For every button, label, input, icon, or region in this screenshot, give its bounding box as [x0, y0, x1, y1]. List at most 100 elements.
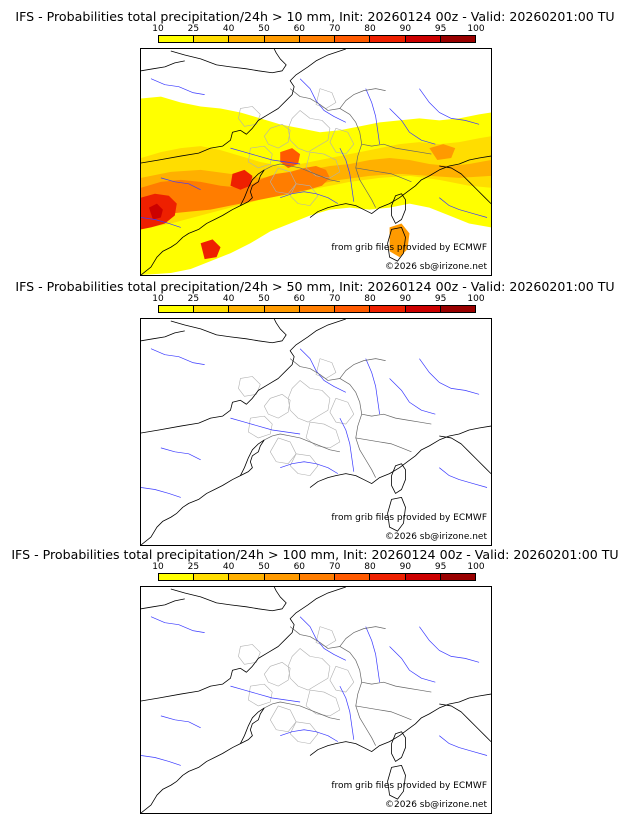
- tick-label: 60: [293, 294, 306, 304]
- precip-map: from grib files provided by ECMWF ©2026 …: [140, 586, 492, 814]
- colorbar-segment: [370, 574, 406, 580]
- france-map-svg: [141, 587, 491, 813]
- tick-label: 40: [222, 562, 235, 572]
- coastline: [240, 707, 265, 744]
- panel-50mm: IFS - Probabilities total precipitation/…: [0, 270, 630, 546]
- coastline: [141, 439, 265, 545]
- coastline: [309, 425, 491, 488]
- france-map-svg: [141, 319, 491, 545]
- river: [280, 461, 339, 474]
- panel-title: IFS - Probabilities total precipitation/…: [11, 547, 619, 562]
- river: [141, 487, 181, 498]
- river: [439, 735, 488, 756]
- credit-copyright: ©2026 sb@irizone.net: [385, 262, 487, 272]
- country-border: [355, 437, 412, 453]
- tick-label: 80: [364, 294, 376, 304]
- coastline: [141, 707, 265, 813]
- country-border: [355, 167, 412, 183]
- river: [141, 755, 181, 766]
- colorbar: [158, 305, 476, 313]
- river: [150, 78, 205, 95]
- credit-copyright: ©2026 sb@irizone.net: [385, 532, 487, 542]
- tick-label: 50: [258, 294, 270, 304]
- coastline: [240, 439, 265, 476]
- colorbar-segment: [370, 306, 406, 312]
- colorbar-segment: [194, 36, 230, 42]
- precip-area: [141, 165, 330, 216]
- country-border: [361, 681, 432, 693]
- coastline: [439, 165, 491, 204]
- tick-label: 50: [258, 24, 270, 34]
- tick-label: 10: [152, 562, 164, 572]
- country-border: [339, 88, 386, 109]
- colorbar-ticks: 10 25 40 50 60 70 80 90 95 100: [152, 24, 484, 35]
- river: [280, 191, 339, 204]
- river: [439, 467, 488, 488]
- tick-label: 95: [434, 24, 447, 34]
- admin-boundary: [329, 398, 355, 425]
- tick-label: 50: [258, 562, 270, 572]
- country-border: [361, 143, 432, 155]
- colorbar-segment: [405, 574, 441, 580]
- river: [419, 88, 480, 125]
- admin-boundary: [287, 110, 331, 153]
- river: [339, 417, 355, 472]
- river: [160, 447, 201, 461]
- tick-label: 80: [364, 562, 376, 572]
- coastline: [170, 587, 287, 612]
- tick-label: 10: [152, 24, 164, 34]
- colorbar-ticks: 10 25 40 50 60 70 80 90 95 100: [152, 562, 484, 573]
- admin-boundary: [248, 415, 273, 439]
- admin-boundary: [305, 421, 341, 449]
- coastline: [141, 60, 185, 72]
- river: [389, 378, 436, 415]
- tick-label: 60: [293, 562, 306, 572]
- admin-boundary: [305, 151, 341, 179]
- colorbar-segment: [229, 574, 265, 580]
- colorbar-ticks: 10 25 40 50 60 70 80 90 95 100: [152, 294, 484, 305]
- colorbar-segment: [229, 36, 265, 42]
- admin-boundary: [315, 358, 337, 379]
- colorbar-segment: [335, 36, 371, 42]
- river: [389, 108, 436, 145]
- tick-label: 90: [399, 294, 412, 304]
- tick-label: 70: [328, 562, 341, 572]
- coastline-sardinia: [387, 497, 406, 532]
- colorbar-segment: [370, 36, 406, 42]
- admin-boundary: [238, 106, 261, 127]
- precip-map: from grib files provided by ECMWF ©2026 …: [140, 48, 492, 276]
- colorbar-segment: [405, 36, 441, 42]
- tick-label: 95: [434, 562, 447, 572]
- colorbar: [158, 573, 476, 581]
- river: [299, 616, 346, 661]
- river: [299, 78, 346, 123]
- coastline-corsica: [391, 731, 406, 762]
- tick-label: 40: [222, 24, 235, 34]
- tick-label: 95: [434, 294, 447, 304]
- country-border: [264, 163, 340, 183]
- tick-label: 10: [152, 294, 164, 304]
- admin-boundary: [329, 666, 355, 693]
- colorbar-segment: [299, 306, 336, 312]
- tick-label: 25: [187, 294, 200, 304]
- colorbar-segment: [229, 306, 265, 312]
- admin-boundary: [289, 453, 319, 476]
- admin-boundary: [269, 167, 297, 195]
- colorbar-segment: [440, 306, 475, 312]
- country-border: [339, 626, 386, 647]
- tick-label: 100: [467, 24, 485, 34]
- admin-boundary: [238, 644, 261, 665]
- tick-label: 70: [328, 24, 341, 34]
- colorbar-segment: [194, 306, 230, 312]
- precip-map: from grib files provided by ECMWF ©2026 …: [140, 318, 492, 546]
- colorbar-segment: [264, 36, 300, 42]
- country-border: [339, 358, 386, 379]
- credit-source: from grib files provided by ECMWF: [331, 243, 487, 253]
- tick-label: 100: [467, 294, 485, 304]
- river: [419, 626, 480, 663]
- coastline-sardinia: [387, 765, 406, 800]
- river: [339, 147, 355, 202]
- tick-label: 90: [399, 24, 412, 34]
- admin-boundary: [269, 437, 297, 465]
- coastline: [439, 435, 491, 474]
